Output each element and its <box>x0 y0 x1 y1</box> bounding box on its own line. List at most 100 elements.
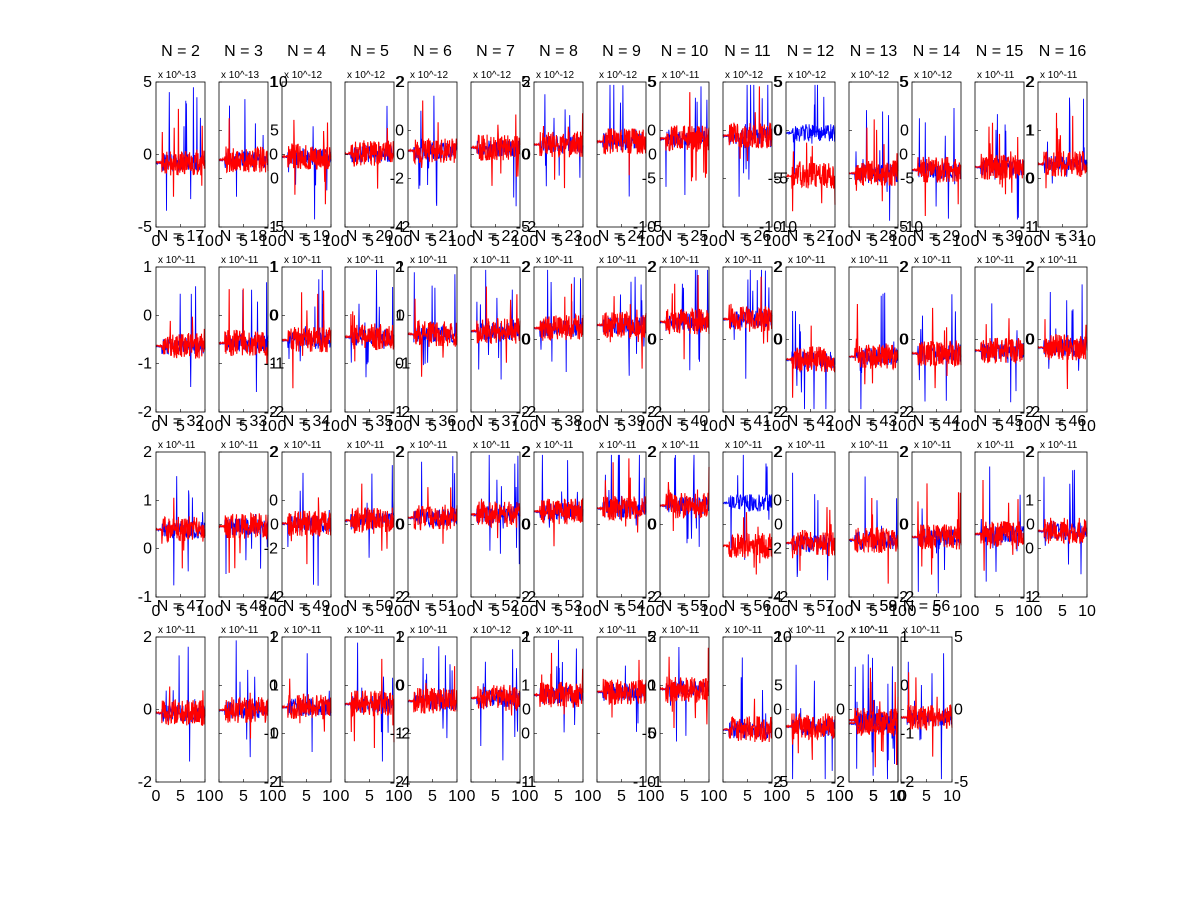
y-tick-label: 0 <box>270 171 279 188</box>
y-exponent-label: x 10^-12 <box>851 70 889 81</box>
y-tick-label: -5 <box>642 726 656 743</box>
x-tick-label: 0 <box>971 233 980 250</box>
panel-title: N = 56 <box>903 598 951 615</box>
panel-title: N = 46 <box>1039 413 1087 430</box>
series-line-red <box>281 678 332 732</box>
x-tick-label: 5 <box>995 418 1004 435</box>
y-tick-label: 0 <box>143 307 152 324</box>
panel-title: N = 43 <box>850 413 898 430</box>
series-line-red <box>155 686 206 726</box>
panel-title: N = 51 <box>409 598 457 615</box>
panel-title: N = 18 <box>220 228 268 245</box>
y-exponent-label: x 10^-11 <box>851 255 889 266</box>
series-line-red <box>723 276 773 344</box>
x-tick-label: 5 <box>428 603 437 620</box>
y-tick-label: -5 <box>774 171 788 188</box>
y-tick-label: -1 <box>270 774 284 791</box>
x-tick-label: 10 <box>826 603 844 620</box>
y-tick-label: 2 <box>773 444 782 461</box>
x-tick-label: 0 <box>908 418 917 435</box>
x-tick-label: 5 <box>869 418 878 435</box>
x-tick-label: 10 <box>763 603 781 620</box>
x-tick-label: 10 <box>889 788 907 805</box>
y-exponent-label: x 10^-11 <box>725 625 763 636</box>
y-tick-label: 1 <box>1025 122 1034 139</box>
panel-title: N = 2 <box>161 43 200 60</box>
panel-title: N = 32 <box>157 413 205 430</box>
panel-title: N = 20 <box>346 228 394 245</box>
y-exponent-label: x 10^-11 <box>1040 70 1078 81</box>
x-tick-label: 10 <box>826 788 844 805</box>
y-tick-label: 2 <box>521 629 530 646</box>
y-tick-label: -10 <box>633 774 656 791</box>
panel-title: N = 44 <box>913 413 961 430</box>
y-tick-label: 1 <box>269 259 278 276</box>
x-tick-label: 10 <box>1078 418 1096 435</box>
x-tick-label: 5 <box>617 233 626 250</box>
x-tick-label: 10 <box>826 418 844 435</box>
x-tick-label: 0 <box>656 418 665 435</box>
y-exponent-label: x 10^-11 <box>599 625 637 636</box>
y-tick-label: -2 <box>774 589 788 606</box>
x-tick-label: 0 <box>1034 233 1043 250</box>
series-line-red <box>659 466 710 532</box>
x-tick-label: 0 <box>845 788 854 805</box>
series-line-red <box>722 86 773 162</box>
y-tick-label: -2 <box>900 404 914 421</box>
series-line-red <box>155 497 206 569</box>
y-exponent-label: x 10^-11 <box>788 625 826 636</box>
x-tick-label: 0 <box>593 788 602 805</box>
series-line-red <box>407 100 458 168</box>
x-tick-label: 0 <box>341 418 350 435</box>
x-tick-label: 0 <box>908 233 917 250</box>
panel-title: N = 55 <box>661 598 709 615</box>
x-tick-label: 10 <box>700 418 718 435</box>
x-tick-label: 5 <box>806 418 815 435</box>
x-tick-label: 10 <box>322 603 340 620</box>
y-tick-label: -1 <box>1020 589 1034 606</box>
x-tick-label: 10 <box>637 603 655 620</box>
x-tick-label: 10 <box>952 603 970 620</box>
x-tick-label: 0 <box>782 233 791 250</box>
y-tick-label: 2 <box>773 259 782 276</box>
x-tick-label: 5 <box>680 233 689 250</box>
y-exponent-label: x 10^-11 <box>725 440 763 451</box>
y-tick-label: 0 <box>773 332 782 349</box>
x-tick-label: 5 <box>365 603 374 620</box>
y-tick-label: -5 <box>138 219 152 236</box>
x-tick-label: 10 <box>385 603 403 620</box>
x-tick-label: 5 <box>176 233 185 250</box>
y-tick-label: 1 <box>522 629 531 646</box>
x-tick-label: 10 <box>322 418 340 435</box>
series-line-red <box>1037 112 1088 189</box>
panel-title: N = 9 <box>602 43 641 60</box>
y-tick-label: -2 <box>264 541 278 558</box>
y-tick-label: -2 <box>396 404 410 421</box>
y-exponent-label: x 10^-11 <box>221 440 259 451</box>
y-exponent-label: x 10^-12 <box>473 70 511 81</box>
y-exponent-label: x 10^-11 <box>410 440 448 451</box>
panel-title: N = 47 <box>157 598 205 615</box>
panel-title: N = 42 <box>787 413 835 430</box>
y-tick-label: 2 <box>521 444 530 461</box>
panel-title: N = 16 <box>1039 43 1087 60</box>
y-tick-label: 2 <box>395 259 404 276</box>
panel-title: N = 41 <box>724 413 772 430</box>
y-tick-label: -2 <box>522 219 536 236</box>
y-tick-label: 2 <box>396 629 405 646</box>
y-exponent-label: x 10^-11 <box>473 440 511 451</box>
y-tick-label: -2 <box>264 774 278 791</box>
x-tick-label: 10 <box>637 788 655 805</box>
x-tick-label: 5 <box>302 233 311 250</box>
series-line-red <box>596 458 647 533</box>
series-line-red <box>785 142 836 212</box>
y-tick-label: 0 <box>900 677 909 694</box>
